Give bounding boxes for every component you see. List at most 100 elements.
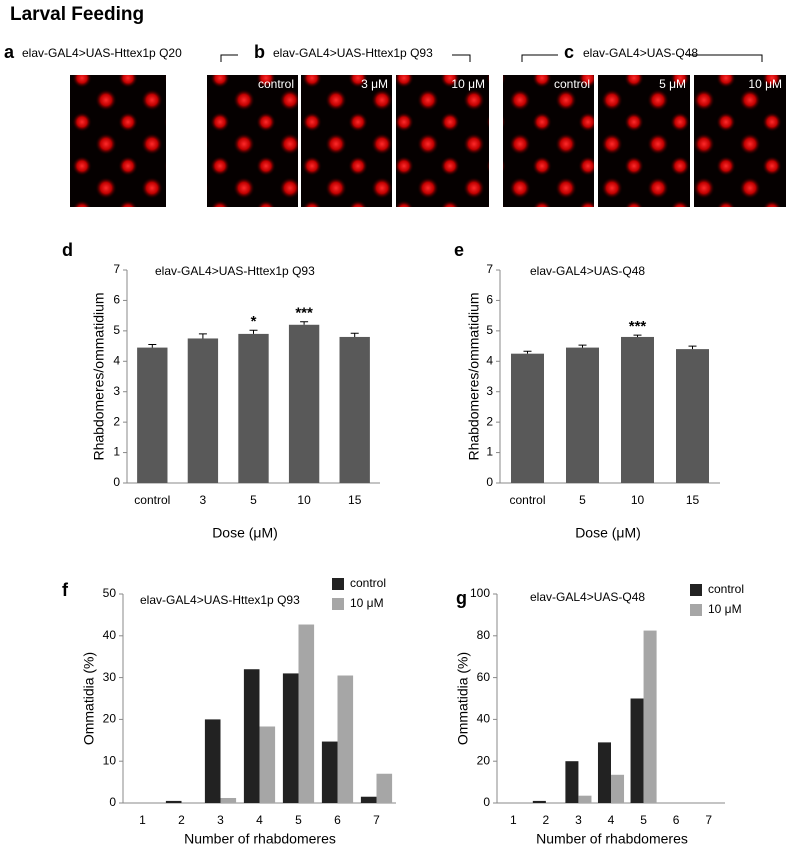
bar [565,761,579,803]
panel-letter: f [62,580,69,600]
error-bar [198,333,207,339]
error-bar [148,344,157,348]
bar [597,742,611,803]
y-tick-label: 0 [109,795,116,809]
bar [676,349,709,483]
x-tick-label: 4 [608,813,615,827]
bar [337,675,354,803]
y-tick-label: 7 [113,262,120,276]
error-bar [523,350,532,354]
y-axis-label: Rhabdomeres/ommatidium [91,292,107,460]
chart-title: elav-GAL4>UAS-Httex1p Q93 [155,264,315,278]
bar [611,774,625,803]
chart-title: elav-GAL4>UAS-Q48 [530,590,645,604]
bar [566,347,599,483]
image-label: control [258,77,294,91]
x-axis-label: Dose (μM) [212,525,278,541]
panel-letter: b [254,42,265,62]
y-tick-label: 0 [486,475,493,489]
significance: *** [629,318,647,335]
y-axis-label: Ommatidia (%) [455,652,471,745]
x-tick-label: 5 [295,813,302,827]
bar [621,336,654,483]
y-tick-label: 5 [113,323,120,337]
y-tick-label: 80 [477,628,491,642]
error-bar [688,345,697,350]
y-tick-label: 4 [113,353,120,367]
y-tick-label: 1 [486,445,493,459]
bar [339,336,370,483]
legend-swatch [332,598,344,610]
bar [165,800,182,803]
micrograph [694,75,786,207]
panel-letter: a [4,42,15,62]
micrograph [70,75,166,207]
x-tick-label: 1 [510,813,517,827]
x-tick-label: 15 [686,493,700,507]
panel-letter: d [62,240,73,260]
y-tick-label: 7 [486,262,493,276]
bar [204,719,221,803]
y-tick-label: 2 [486,414,493,428]
bar [243,669,260,803]
x-tick-label: 5 [250,493,257,507]
x-axis-label: Dose (μM) [575,525,641,541]
y-tick-label: 40 [103,628,117,642]
x-tick-label: 2 [178,813,185,827]
y-tick-label: 3 [486,384,493,398]
significance: *** [295,305,313,322]
x-tick-label: 5 [579,493,586,507]
x-tick-label: 2 [543,813,550,827]
bar [376,773,393,803]
panel-letter: g [456,588,467,608]
y-tick-label: 2 [113,414,120,428]
micrograph [598,75,690,207]
chart-title: elav-GAL4>UAS-Q48 [530,264,645,278]
x-tick-label: 5 [640,813,647,827]
legend-swatch [690,584,702,596]
x-tick-label: 6 [334,813,341,827]
figure-title: Larval Feeding [10,4,144,25]
panel-label: elav-GAL4>UAS-Httex1p Q20 [22,46,182,60]
y-tick-label: 30 [103,670,117,684]
legend-label: control [708,582,744,596]
image-label: control [554,77,590,91]
y-tick-label: 20 [103,712,117,726]
y-axis-label: Ommatidia (%) [81,652,97,745]
bar [298,624,315,803]
error-bar [578,344,587,348]
y-tick-label: 6 [486,293,493,307]
error-bar [249,329,258,334]
bar [360,796,377,803]
legend-swatch [690,604,702,616]
x-tick-label: 3 [200,493,207,507]
micrograph [301,75,392,207]
x-tick-label: control [509,493,545,507]
micrograph [396,75,489,207]
x-tick-label: 1 [139,813,146,827]
y-tick-label: 4 [486,353,493,367]
y-tick-label: 10 [103,753,117,767]
x-axis-label: Number of rhabdomeres [536,831,688,847]
bar [532,800,546,803]
error-bar [300,321,309,325]
bar [288,324,320,483]
error-bar [350,332,359,337]
bar [321,741,338,803]
bracket [220,54,471,62]
x-tick-label: control [134,493,170,507]
legend-label: 10 μM [708,602,742,616]
significance: * [251,313,257,330]
bar [220,797,237,803]
y-tick-label: 50 [103,586,117,600]
image-label: 5 μM [659,77,686,91]
bar [643,630,657,803]
micrograph [207,75,298,207]
y-axis-label: Rhabdomeres/ommatidium [466,292,482,460]
y-tick-label: 100 [470,586,490,600]
panel-letter: e [454,240,464,260]
x-tick-label: 15 [348,493,362,507]
bar [238,333,269,483]
x-tick-label: 3 [217,813,224,827]
